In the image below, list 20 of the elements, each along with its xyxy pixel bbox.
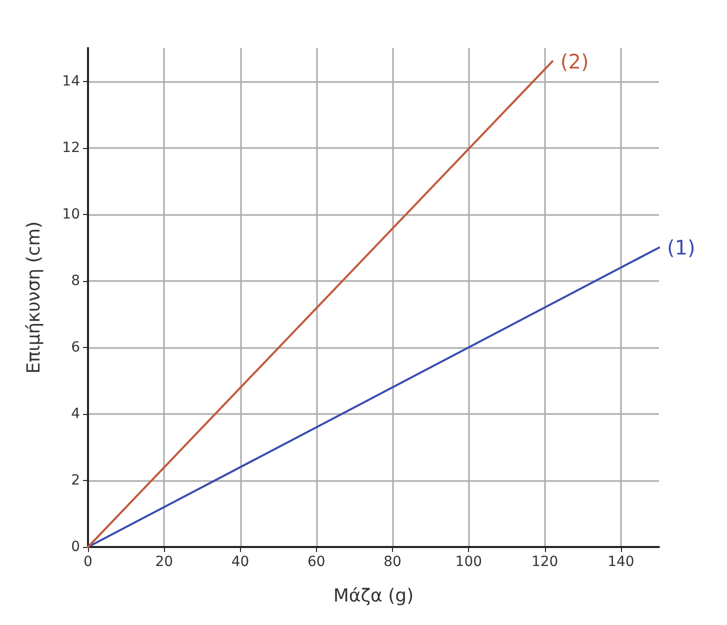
x-tick-label: 80 <box>384 554 402 570</box>
y-tick-label: 4 <box>71 406 80 422</box>
y-tick-label: 12 <box>62 140 80 156</box>
y-tick-label: 6 <box>71 339 80 356</box>
x-tick-label: 140 <box>608 554 634 570</box>
x-axis-title: Μάζα (g) <box>333 586 414 606</box>
y-axis-title: Επιμήκυνση (cm) <box>24 221 44 374</box>
y-tick-label: 0 <box>71 539 80 555</box>
x-tick-label: 40 <box>231 554 250 570</box>
y-tick-label: 8 <box>71 272 80 289</box>
x-tick-label: 100 <box>455 554 482 570</box>
series-label: (2) <box>560 49 589 74</box>
x-tick-label: 0 <box>84 554 92 570</box>
x-tick-label: 120 <box>531 554 558 570</box>
y-tick-label: 2 <box>71 472 80 488</box>
x-tick-label: 60 <box>307 554 326 570</box>
series-label: (1) <box>667 236 696 260</box>
y-tick-label: 14 <box>62 73 80 90</box>
y-tick-label: 10 <box>62 206 80 222</box>
x-tick-label: 20 <box>155 554 174 570</box>
